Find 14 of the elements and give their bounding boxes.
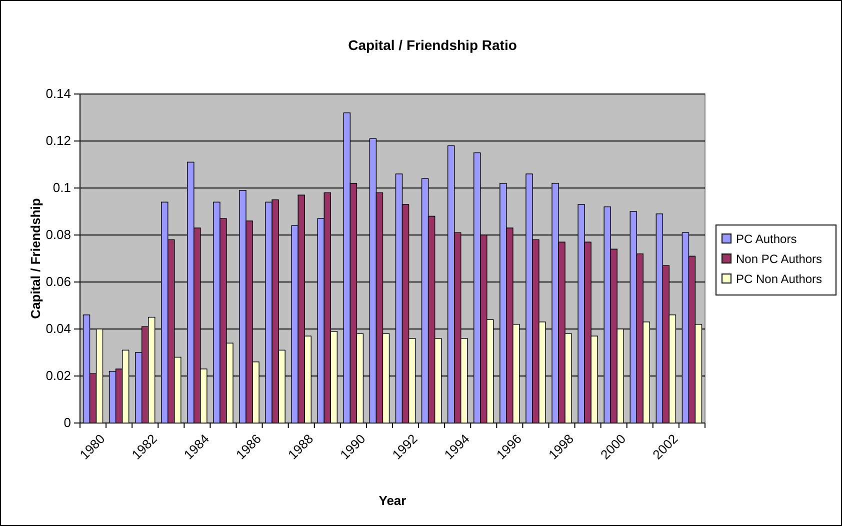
y-tick-label: 0.04 (46, 321, 71, 336)
legend-label: PC Authors (736, 232, 797, 246)
y-axis-title: Capital / Friendship (28, 198, 43, 319)
legend-label: Non PC Authors (736, 252, 822, 266)
y-tick-label: 0.02 (46, 368, 71, 384)
y-tick-label: 0 (64, 415, 71, 430)
chart-title: Capital / Friendship Ratio (348, 37, 517, 53)
y-tick-label: 0.1 (52, 180, 71, 196)
y-tick-label: 0.12 (46, 133, 71, 148)
y-tick-label: 0.08 (46, 227, 71, 242)
y-tick-label: 0.14 (46, 86, 71, 102)
x-axis-title: Year (378, 493, 406, 508)
legend-label: PC Non Authors (736, 272, 822, 286)
y-tick-label: 0.06 (46, 274, 71, 290)
